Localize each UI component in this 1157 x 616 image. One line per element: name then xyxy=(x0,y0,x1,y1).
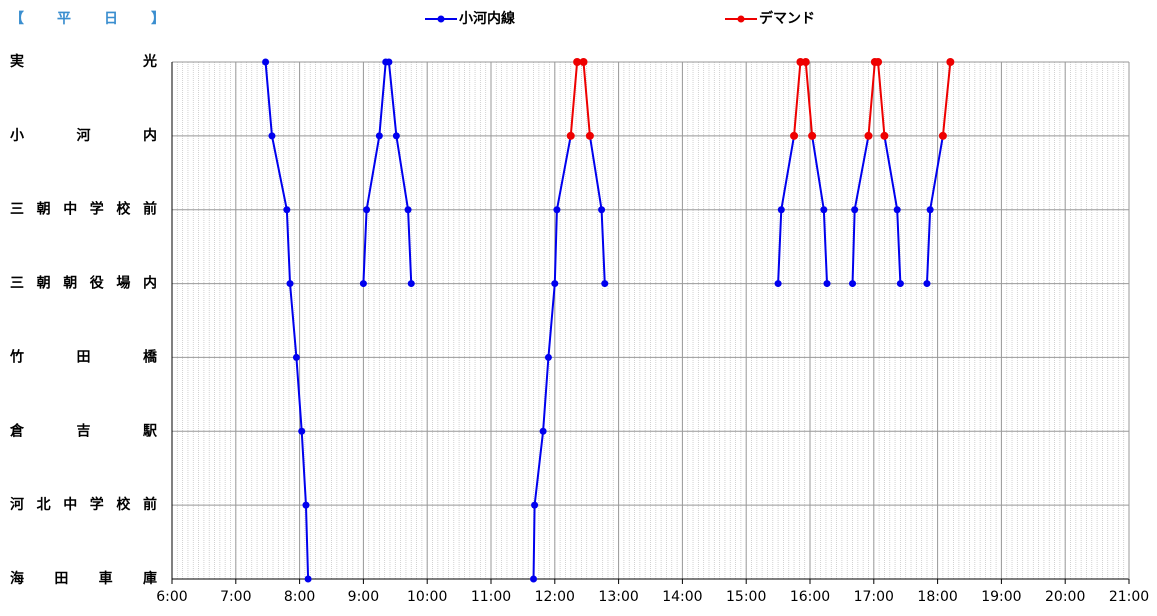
point xyxy=(531,501,539,509)
x-tick-label: 11:00 xyxy=(471,589,511,605)
point xyxy=(820,206,828,214)
point xyxy=(404,206,412,214)
point xyxy=(298,427,306,435)
point xyxy=(539,427,547,435)
point xyxy=(579,58,588,66)
point xyxy=(407,280,415,288)
point xyxy=(801,58,810,66)
legend-marker xyxy=(437,15,445,23)
y-tick-label: 河北中学校前 xyxy=(10,496,157,513)
point xyxy=(923,280,931,288)
point xyxy=(926,206,934,214)
point xyxy=(566,131,575,140)
x-tick-label: 6:00 xyxy=(156,589,187,605)
point xyxy=(302,501,310,509)
point xyxy=(938,131,947,140)
point xyxy=(385,58,393,66)
x-tick-label: 12:00 xyxy=(535,589,575,605)
point xyxy=(283,206,291,214)
point xyxy=(774,280,782,288)
point xyxy=(880,131,889,140)
x-tick-label: 8:00 xyxy=(284,589,315,605)
point xyxy=(375,132,383,140)
series-line xyxy=(569,61,952,136)
point xyxy=(551,280,559,288)
x-tick-label: 21:00 xyxy=(1109,589,1149,605)
y-tick-label: 実光 xyxy=(10,53,157,70)
x-tick-label: 18:00 xyxy=(917,589,957,605)
point xyxy=(823,280,831,288)
point xyxy=(601,280,609,288)
point xyxy=(359,280,367,288)
point xyxy=(262,58,270,66)
legend-label: 小河内線 xyxy=(459,10,515,27)
point xyxy=(573,58,582,66)
y-tick-label: 小河内 xyxy=(10,127,157,144)
x-tick-label: 7:00 xyxy=(220,589,251,605)
point xyxy=(808,131,817,140)
series-line xyxy=(264,61,944,580)
point xyxy=(268,132,276,140)
y-tick-label: 海田車庫 xyxy=(10,570,157,587)
point xyxy=(286,280,294,288)
y-tick-label: 三朝朝役場内 xyxy=(10,275,157,292)
y-tick-label: 三朝中学校前 xyxy=(10,201,157,218)
point xyxy=(893,206,901,214)
point xyxy=(896,280,904,288)
x-tick-label: 15:00 xyxy=(726,589,766,605)
point xyxy=(363,206,371,214)
x-tick-label: 19:00 xyxy=(981,589,1021,605)
point xyxy=(946,58,955,66)
chart-title: 【平日】 xyxy=(10,11,165,27)
point xyxy=(777,206,785,214)
x-tick-label: 17:00 xyxy=(854,589,894,605)
point xyxy=(585,131,594,140)
point xyxy=(530,575,538,583)
x-tick-label: 14:00 xyxy=(662,589,702,605)
point xyxy=(392,132,400,140)
point xyxy=(874,58,883,66)
point xyxy=(544,353,552,361)
x-tick-label: 16:00 xyxy=(790,589,830,605)
point xyxy=(790,131,799,140)
point xyxy=(864,131,873,140)
x-tick-label: 20:00 xyxy=(1045,589,1085,605)
x-tick-label: 9:00 xyxy=(348,589,379,605)
point xyxy=(598,206,606,214)
legend-label: デマンド xyxy=(759,10,815,27)
point xyxy=(851,206,859,214)
legend-marker xyxy=(737,15,745,23)
point xyxy=(849,280,857,288)
point xyxy=(292,353,300,361)
y-tick-label: 竹田橋 xyxy=(9,348,158,365)
x-tick-label: 10:00 xyxy=(407,589,447,605)
point xyxy=(304,575,312,583)
x-tick-label: 13:00 xyxy=(598,589,638,605)
y-tick-label: 倉吉駅 xyxy=(9,422,158,439)
point xyxy=(553,206,561,214)
